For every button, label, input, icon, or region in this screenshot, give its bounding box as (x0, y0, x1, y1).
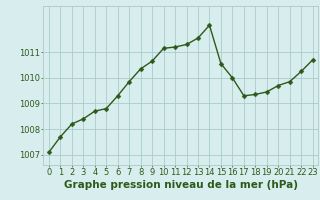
X-axis label: Graphe pression niveau de la mer (hPa): Graphe pression niveau de la mer (hPa) (64, 180, 298, 190)
